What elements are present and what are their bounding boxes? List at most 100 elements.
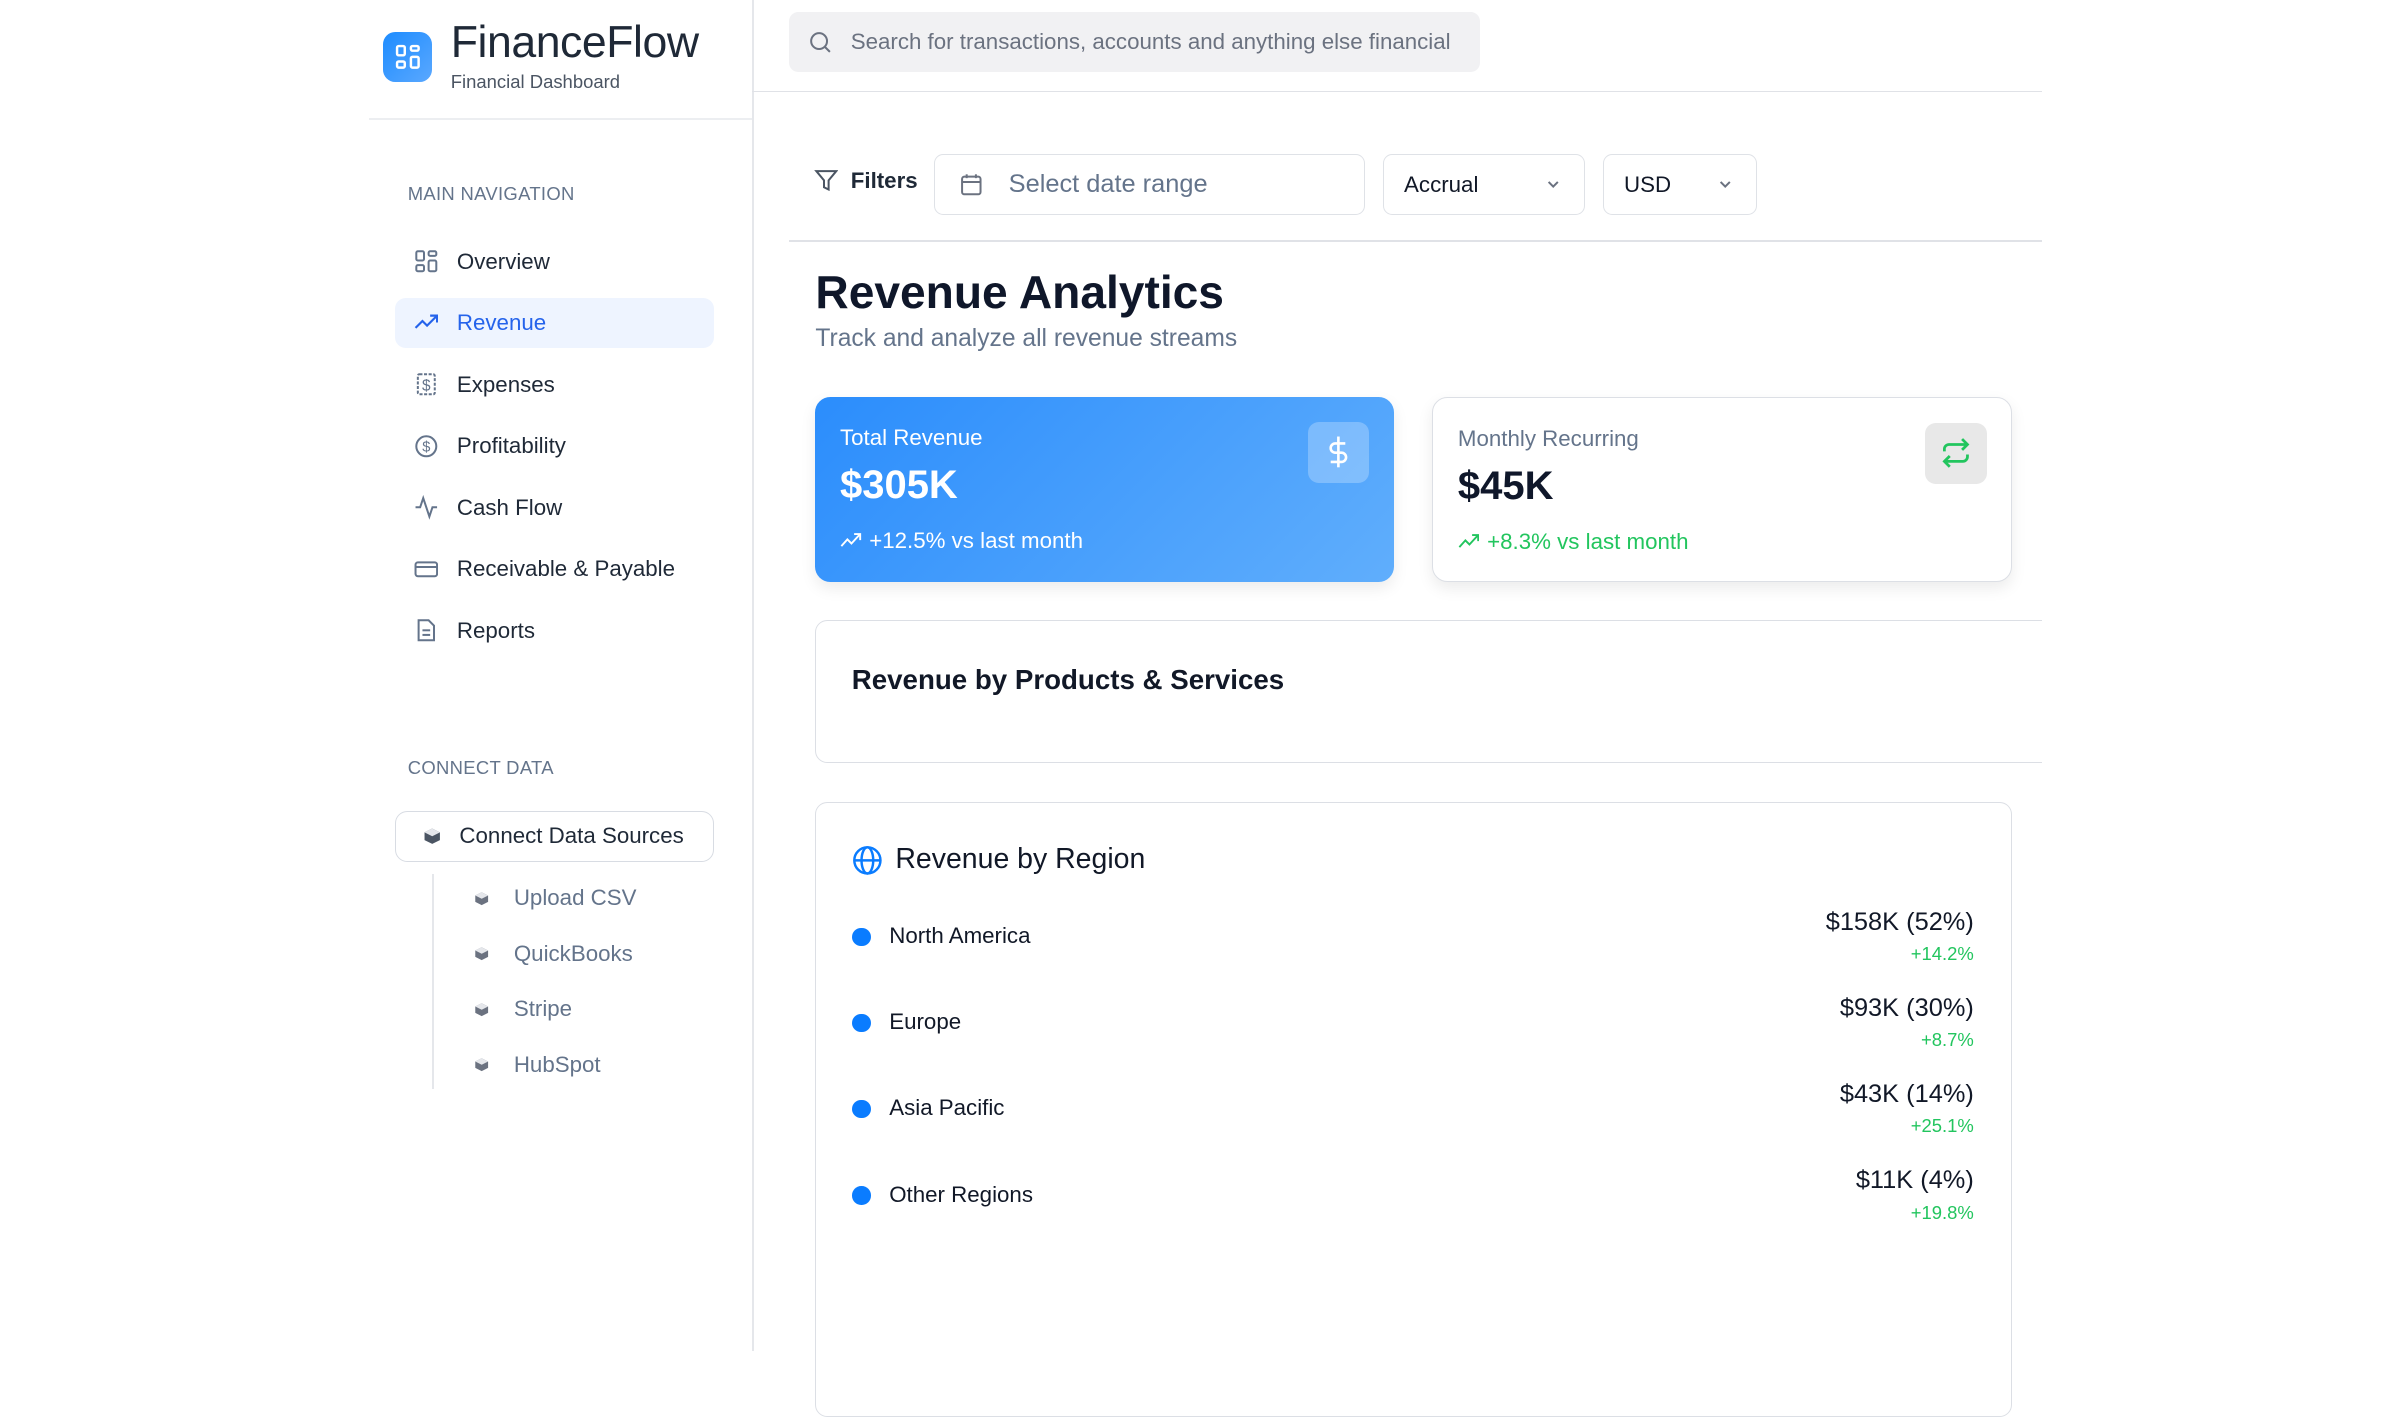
region-name: Asia Pacific [889,1095,1005,1121]
globe-icon [852,845,883,876]
date-range-placeholder: Select date range [1008,170,1208,199]
sidebar-item-label: Reports [456,617,535,643]
app-root: FinanceFlow Financial Dashboard MAIN NAV… [369,0,2400,1417]
sidebar-item-label: Revenue [456,310,547,336]
source-hubspot[interactable]: HubSpot [474,1046,601,1083]
region-change: +14.2% [1910,943,1974,965]
card-title: Monthly Recurring [1457,425,1639,451]
search-input[interactable] [850,29,1467,56]
sidebar-item-label: Profitability [456,433,566,459]
source-upload-csv[interactable]: Upload CSV [474,880,637,917]
page-subtitle: Track and analyze all revenue streams [815,324,1238,352]
card-change: +8.3% vs last month [1458,529,1689,555]
currency-value: USD [1624,171,1672,197]
region-change: +19.8% [1910,1201,1974,1223]
source-label: HubSpot [513,1051,601,1077]
source-label: QuickBooks [513,940,633,966]
receipt-icon: $ [414,372,439,397]
logo-icon [383,32,433,82]
total-revenue-card: Total Revenue $305K +12.5% vs last month [815,396,1394,582]
region-dot [852,927,871,947]
accounting-basis-select[interactable]: Accrual [1383,153,1585,216]
trending-up-icon [414,311,439,336]
box-icon [474,1002,489,1017]
region-dot [852,1013,871,1033]
source-label: Stripe [513,996,573,1022]
region-dot [852,1186,871,1205]
region-name: Europe [889,1009,962,1035]
sidebar-item-overview[interactable]: Overview [395,237,713,286]
box-icon [474,891,489,906]
app-name: FinanceFlow [450,18,699,68]
connect-data-sources-button[interactable]: Connect Data Sources [395,810,715,862]
sidebar-item-receivable-payable[interactable]: Receivable & Payable [395,545,713,594]
card-value: $305K [839,463,958,508]
sidebar-border [752,0,754,1351]
source-stripe[interactable]: Stripe [474,991,572,1028]
trending-up-icon [840,530,862,552]
trending-up-icon [1458,531,1480,553]
box-icon [474,946,489,961]
card-title: Total Revenue [839,424,983,450]
region-row-other-regions: Other Regions $11K (4%) +19.8% [852,1165,1974,1227]
region-value: $43K (14%) [1839,1079,1974,1108]
sidebar-item-reports[interactable]: Reports [395,606,713,655]
dollar-icon [1307,421,1370,484]
date-range-picker[interactable]: Select date range [933,153,1365,216]
page-title: Revenue Analytics [815,265,1224,318]
sidebar-divider [369,118,753,120]
dollar-circle-icon: $ [414,434,439,459]
region-row-asia-pacific: Asia Pacific $43K (14%) +25.1% [852,1078,1974,1140]
region-row-europe: Europe $93K (30%) +8.7% [852,992,1974,1054]
sidebar-item-revenue[interactable]: Revenue [395,298,714,348]
filters-button[interactable]: Filters [814,168,918,194]
box-icon [474,1057,489,1072]
sidebar-item-cash-flow[interactable]: Cash Flow [395,483,713,532]
chevron-down-icon [1716,175,1734,193]
region-value: $158K (52%) [1825,907,1974,936]
sidebar-item-profitability[interactable]: $ Profitability [395,422,713,471]
region-change: +25.1% [1910,1115,1974,1137]
repeat-icon [1925,422,1987,485]
region-value: $11K (4%) [1855,1166,1974,1195]
svg-text:$: $ [422,378,431,395]
accounting-basis-value: Accrual [1404,171,1479,197]
sidebar-item-expenses[interactable]: $ Expenses [395,360,713,409]
region-change: +8.7% [1920,1029,1974,1051]
region-row-north-america: North America $158K (52%) +14.2% [852,906,1974,968]
card-change: +12.5% vs last month [840,528,1083,554]
header-divider [752,90,2042,93]
credit-card-icon [414,557,439,582]
revenue-by-region-panel [815,801,2013,1417]
monthly-recurring-card: Monthly Recurring $45K +8.3% vs last mon… [1432,396,2013,582]
revenue-by-region-title: Revenue by Region [895,843,1146,876]
sidebar-item-label: Overview [456,248,550,274]
search-bar[interactable] [789,12,1480,73]
region-value: $93K (30%) [1839,993,1974,1022]
grid-icon [414,249,439,274]
filter-icon [814,168,839,193]
app-subtitle: Financial Dashboard [450,70,621,92]
products-services-title: Revenue by Products & Services [851,664,1285,696]
connect-data-sources-label: Connect Data Sources [459,823,684,849]
connect-data-label: CONNECT DATA [407,756,554,778]
region-name: North America [889,923,1031,949]
region-dot [852,1099,871,1119]
filters-label: Filters [850,167,918,193]
card-value: $45K [1457,464,1554,509]
sources-tree-line [432,873,434,1090]
sidebar-item-label: Cash Flow [456,494,563,520]
chevron-down-icon [1544,175,1562,193]
main-navigation-label: MAIN NAVIGATION [407,183,575,205]
products-services-panel: Revenue by Products & Services [815,619,2093,764]
currency-select[interactable]: USD [1603,153,1757,216]
calendar-icon [959,172,984,197]
box-icon [423,827,441,845]
source-quickbooks[interactable]: QuickBooks [474,935,633,972]
activity-icon [414,495,439,520]
sidebar-item-label: Receivable & Payable [456,556,676,582]
search-icon [809,31,832,54]
viewport-edge [2041,584,2400,1351]
card-change-text: +8.3% vs last month [1487,528,1689,554]
file-text-icon [414,618,439,643]
